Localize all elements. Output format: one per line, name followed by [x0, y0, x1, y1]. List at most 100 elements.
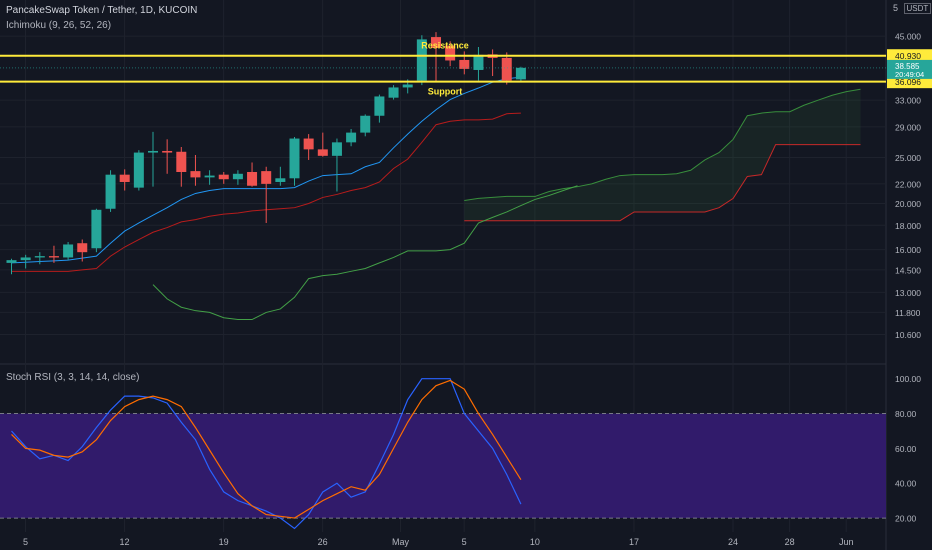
candlesticks — [6, 32, 526, 275]
level-price-label: 40.930 — [895, 51, 921, 61]
candle — [204, 170, 215, 185]
x-tick-label: 17 — [629, 537, 639, 547]
x-tick-label: 12 — [120, 537, 130, 547]
ichimoku-cloud — [464, 88, 861, 222]
y-tick-label: 11.800 — [895, 308, 921, 318]
candle-body — [473, 54, 484, 70]
candle — [77, 239, 88, 262]
candle-body — [445, 45, 456, 61]
stoch-k-line — [11, 378, 522, 530]
y-tick-label: 18.000 — [895, 221, 921, 231]
candle — [148, 131, 158, 187]
candle — [162, 139, 173, 174]
candle-body — [63, 244, 74, 258]
candle-body — [261, 171, 272, 184]
candle — [275, 166, 286, 186]
candle-body — [119, 174, 130, 182]
leading-span-a — [464, 88, 861, 201]
candle — [289, 137, 300, 186]
levels: Resistance 40.930 Support 36.096 38.58520:49… — [0, 41, 932, 97]
candle — [232, 170, 243, 185]
y-tick-label: 20.000 — [895, 199, 921, 209]
y-tick-label: 22.000 — [895, 179, 921, 189]
candle — [346, 128, 357, 147]
candle-body — [218, 174, 229, 180]
candle-body — [190, 171, 201, 178]
currency-indicator[interactable]: 5 USDT — [893, 3, 932, 14]
candle-body — [515, 67, 526, 80]
x-tick-label: 5 — [23, 537, 28, 547]
y-tick-label: 33.000 — [895, 96, 921, 106]
y-tick-label: 13.000 — [895, 288, 921, 298]
osc-y-tick-label: 80.00 — [895, 409, 917, 419]
scale-top-label: 5 — [893, 3, 899, 13]
stoch-d-line — [11, 379, 522, 519]
x-tick-label: 19 — [219, 537, 229, 547]
lagging-span — [152, 185, 578, 321]
candle-body — [34, 256, 45, 258]
candle — [48, 245, 59, 263]
candle-body — [388, 87, 399, 98]
candle — [176, 147, 187, 187]
candle-body — [459, 59, 470, 69]
axes: 45.000 33.000 29.000 25.000 22.000 20.000 18.0… — [23, 32, 921, 547]
candle-body — [162, 150, 173, 153]
candle — [445, 41, 456, 67]
candle — [317, 132, 328, 157]
x-tick-label: 26 — [318, 537, 328, 547]
x-tick-label: Jun — [839, 537, 854, 547]
level-price-label: 36.096 — [895, 77, 921, 87]
candle-body — [6, 260, 17, 263]
level-price-tag — [887, 49, 932, 63]
candle-body — [360, 115, 371, 133]
countdown-label: 20:49:04 — [895, 70, 924, 79]
x-tick-label: 28 — [785, 537, 795, 547]
candle-body — [289, 138, 300, 179]
candle — [360, 114, 371, 137]
x-tick-label: 5 — [462, 537, 467, 547]
candle — [473, 46, 484, 81]
candle — [119, 169, 130, 191]
y-tick-label: 45.000 — [895, 32, 921, 42]
currency-label: USDT — [903, 3, 932, 14]
osc-y-tick-label: 100.00 — [895, 374, 921, 384]
candle-body — [346, 132, 357, 143]
level-name-support: Support — [428, 87, 463, 97]
candle — [303, 134, 314, 160]
y-tick-label: 29.000 — [895, 122, 921, 132]
candle-body — [317, 149, 328, 156]
osc-y-tick-label: 60.00 — [895, 444, 917, 454]
candle-body — [20, 257, 31, 261]
chart-title: PancakeSwap Token / Tether, 1D, KUCOIN — [6, 5, 198, 16]
candle — [105, 170, 116, 212]
candle-body — [303, 138, 314, 150]
candle — [247, 162, 258, 187]
candle — [487, 49, 498, 76]
candle — [190, 155, 201, 186]
candle-body — [176, 151, 187, 173]
stoch-rsi-lines — [0, 378, 886, 530]
candle — [91, 208, 102, 253]
candle-body — [105, 174, 116, 209]
candle — [261, 166, 272, 223]
candle-body — [275, 178, 286, 182]
candle-body — [204, 175, 215, 178]
indicator-legend: Ichimoku (9, 26, 52, 26) — [6, 20, 112, 31]
cloud-fill — [464, 89, 861, 221]
candle-body — [91, 209, 102, 249]
last-price-label: 38.585 — [895, 62, 920, 71]
candle — [331, 138, 342, 192]
candle — [416, 35, 427, 86]
candle-body — [133, 152, 144, 188]
candle-body — [402, 84, 413, 88]
candle — [515, 66, 526, 82]
x-tick-label: 10 — [530, 537, 540, 547]
y-tick-label: 25.000 — [895, 153, 921, 163]
candle-body — [374, 96, 385, 116]
candle — [63, 241, 74, 261]
oscillator-band — [0, 413, 886, 519]
candle-body — [416, 39, 427, 81]
candle-body — [247, 172, 258, 186]
y-tick-label: 16.000 — [895, 245, 921, 255]
